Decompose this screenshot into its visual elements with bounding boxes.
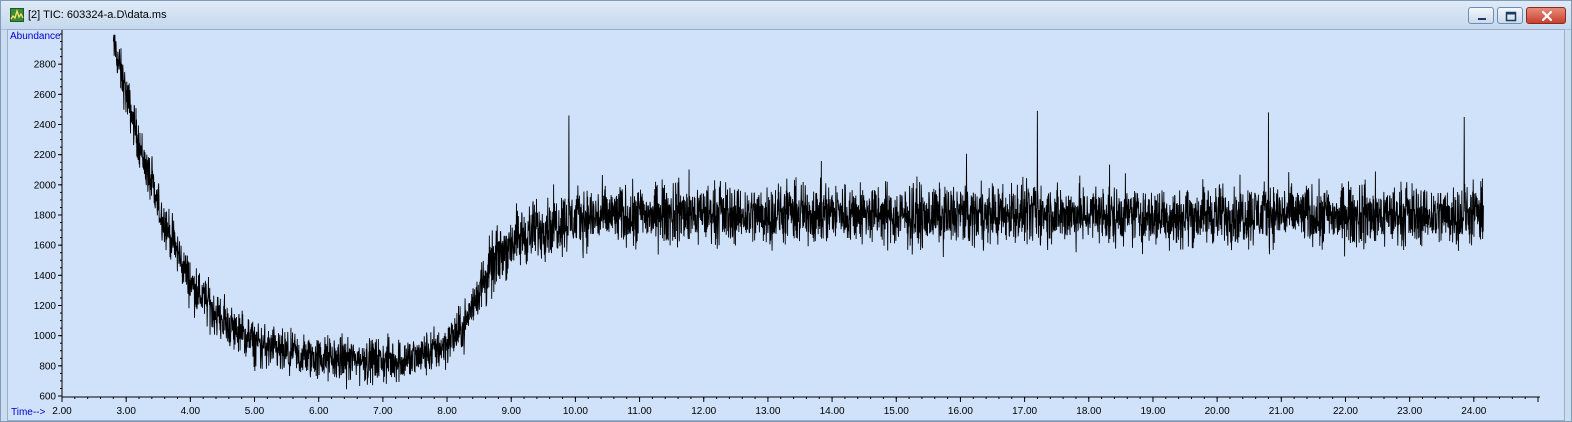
window-title: [2] TIC: 603324-a.D\data.ms: [28, 9, 167, 21]
tic-chart[interactable]: Abundance Time--> 600 800 1000 1200 1400 1600…: [8, 30, 1564, 420]
x-tick-label: 19.00: [1140, 406, 1165, 417]
x-tick-label: 3.00: [116, 406, 136, 417]
maximize-icon: [1505, 11, 1517, 22]
x-axis: 2.00 3.00 4.00 5.00 6.00 7.00 8.00 9.00 10.00 11.…: [52, 397, 1539, 417]
title-bar[interactable]: [2] TIC: 603324-a.D\data.ms: [1, 1, 1571, 30]
y-tick-label: 2600: [34, 90, 57, 101]
x-tick-label: 4.00: [181, 406, 201, 417]
x-tick-label: 21.00: [1269, 406, 1294, 417]
y-tick-label: 600: [39, 392, 56, 403]
x-tick-label: 13.00: [755, 406, 780, 417]
y-axis-title: Abundance: [10, 31, 61, 42]
chromatogram-app-icon[interactable]: [10, 8, 24, 22]
x-tick-label: 12.00: [691, 406, 716, 417]
x-tick-label: 23.00: [1397, 406, 1422, 417]
y-tick-label: 2200: [34, 150, 57, 161]
y-tick-label: 1000: [34, 331, 57, 342]
x-tick-label: 10.00: [563, 406, 588, 417]
maximize-button[interactable]: [1497, 7, 1523, 24]
x-tick-label: 22.00: [1333, 406, 1358, 417]
minimize-icon: [1478, 18, 1486, 20]
y-tick-label: 1800: [34, 211, 57, 222]
close-button[interactable]: [1526, 7, 1566, 24]
tic-trace-line: [112, 34, 1484, 390]
y-tick-label: 2400: [34, 120, 57, 131]
x-tick-label: 20.00: [1205, 406, 1230, 417]
x-tick-label: 8.00: [437, 406, 457, 417]
x-tick-label: 9.00: [501, 406, 521, 417]
y-tick-label: 1600: [34, 241, 57, 252]
y-tick-label: 2000: [34, 180, 57, 191]
y-tick-label: 2800: [34, 60, 57, 71]
x-tick-label: 24.00: [1461, 406, 1486, 417]
y-tick-label: 1400: [34, 271, 57, 282]
x-tick-label: 2.00: [52, 406, 72, 417]
close-icon: [1541, 10, 1553, 22]
x-tick-label: 16.00: [948, 406, 973, 417]
x-axis-title: Time-->: [11, 407, 46, 418]
y-tick-label: 1200: [34, 301, 57, 312]
chromatogram-plot-area[interactable]: Abundance Time--> 600 800 1000 1200 1400 1600…: [7, 29, 1565, 421]
minimize-button[interactable]: [1468, 7, 1494, 24]
x-tick-label: 11.00: [627, 406, 652, 417]
x-tick-label: 6.00: [309, 406, 329, 417]
x-tick-label: 5.00: [245, 406, 265, 417]
x-tick-label: 17.00: [1012, 406, 1037, 417]
x-tick-label: 15.00: [884, 406, 909, 417]
y-tick-label: 800: [39, 361, 56, 372]
x-tick-label: 14.00: [820, 406, 845, 417]
y-axis: 600 800 1000 1200 1400 1600 1800 2000 2200 2400 26…: [34, 33, 62, 403]
x-tick-label: 7.00: [373, 406, 393, 417]
x-tick-label: 18.00: [1076, 406, 1101, 417]
